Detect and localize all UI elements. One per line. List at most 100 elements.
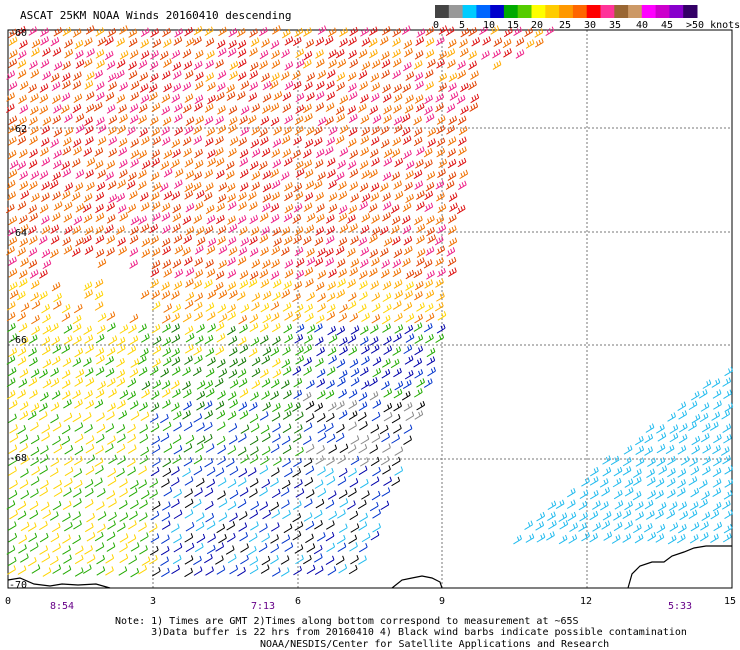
wind-barb [315,102,325,112]
lat-label: -60 [9,28,27,39]
wind-barb [193,301,203,312]
wind-barb [381,59,391,69]
wind-barb [416,28,426,38]
wind-barb [238,401,248,412]
note-line-2: 3)Data buffer is 22 hrs from 20160410 4)… [115,627,687,638]
wind-barb [369,377,378,387]
wind-barb [393,116,403,126]
wind-barb [95,433,105,444]
wind-barb [247,467,257,477]
wind-barb [227,311,236,321]
wind-barb [51,355,61,366]
wind-barb [205,388,215,398]
wind-barb [613,466,623,477]
wind-barb [152,345,162,355]
wind-barb [327,27,337,37]
wind-barb [317,424,327,434]
wind-barb [194,257,203,267]
wind-barb [40,501,50,512]
wind-barb [282,410,292,420]
wind-barb [657,432,667,442]
wind-barb [337,509,346,519]
legend-swatch [586,5,601,18]
wind-barb [426,171,436,181]
wind-barb [724,465,734,475]
wind-barb [569,522,578,532]
wind-barb [379,36,389,46]
wind-barb [303,344,313,354]
wind-barb [138,522,147,532]
wind-barb [62,168,72,178]
wind-barb [150,533,160,543]
wind-barb [326,69,336,79]
wind-barb [326,292,336,302]
wind-barb [27,522,37,532]
wind-barb [105,36,114,46]
wind-barb [361,213,371,223]
wind-barb [75,203,85,213]
wind-barb [293,457,302,468]
wind-barb [140,446,150,457]
wind-barb [6,311,16,322]
legend-swatch [600,5,615,18]
wind-barb [140,38,149,49]
wind-barb [295,104,305,114]
wind-barb [30,170,40,180]
wind-barb [723,434,732,444]
wind-barb [316,390,326,400]
wind-barb [358,555,367,565]
wind-barb [281,289,291,299]
wind-barb [338,268,347,278]
wind-barb [226,532,236,543]
wind-barb [206,245,216,255]
wind-barb [305,520,315,531]
wind-barb [74,445,84,456]
wind-barb [369,169,378,179]
wind-barb [261,38,270,48]
wind-barb [6,92,15,102]
wind-barb [427,127,437,138]
wind-barb [183,234,193,245]
wind-barb [624,478,634,488]
wind-barb [160,368,169,378]
wind-barb [27,225,37,235]
wind-barb [336,534,346,545]
wind-barb [680,456,690,466]
wind-barb [372,367,382,378]
wind-barb [108,81,117,91]
wind-barb [108,335,118,345]
wind-barb [294,125,304,136]
wind-barb [8,444,18,454]
wind-barb [31,314,40,325]
wind-barb [513,26,523,37]
wind-barb [280,487,290,497]
wind-barb [259,136,269,146]
wind-barb [701,422,711,433]
wind-barb [194,80,204,91]
wind-barb [381,432,390,443]
wind-barb [204,553,213,564]
wind-barb [61,344,71,354]
wind-barb [238,511,248,521]
wind-barb [438,25,448,35]
wind-barb [272,159,282,169]
wind-barb [294,521,304,531]
legend-label: 30 [584,20,596,30]
wind-barb [359,280,368,290]
wind-barb [360,435,370,445]
wind-barb [53,292,62,303]
wind-barb [317,270,327,280]
wind-barb [6,301,16,311]
wind-barb [218,498,228,508]
wind-barb [97,511,107,521]
wind-barb [150,278,159,289]
wind-barb [348,36,357,46]
wind-barb [86,532,96,542]
wind-barb [359,478,369,489]
wind-barb [292,512,302,523]
wind-barb [259,523,268,533]
wind-barb [314,520,323,530]
wind-barb [414,280,424,291]
wind-barb [283,389,292,400]
wind-barb [261,533,270,543]
